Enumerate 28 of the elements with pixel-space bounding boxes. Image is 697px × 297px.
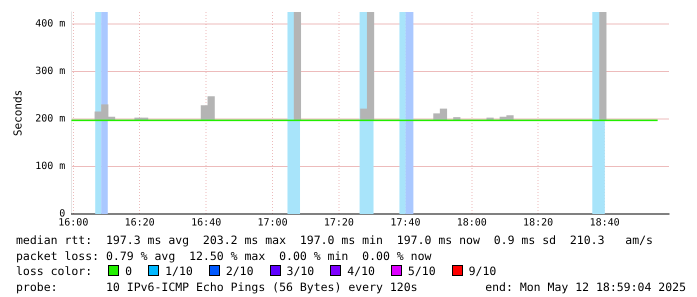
y-tick-label: 100 m: [35, 161, 66, 172]
y-tick-label: 400 m: [35, 18, 66, 30]
text: end: Mon May 12 18:59:04 2025: [485, 280, 686, 295]
y-tick-label: 200 m: [35, 114, 66, 125]
x-tick-label: 18:00: [456, 218, 487, 229]
legend-label: 0: [125, 264, 132, 278]
legend-title: loss color:: [16, 264, 92, 278]
bar: [599, 12, 606, 121]
legend-label: 5/10: [408, 264, 436, 278]
legend-label: 3/10: [286, 264, 314, 278]
x-tick-label: 16:20: [124, 218, 155, 229]
legend-label: 9/10: [468, 264, 496, 278]
y-tick-label: 300 m: [35, 66, 66, 78]
x-tick-label: 17:40: [390, 218, 420, 229]
x-tick-label: 18:40: [590, 218, 620, 229]
text: median rtt: 197.3 ms avg 203.2 ms max 197.0 ms min 197.0 ms now 0.9 ms sd 210.3 am/s: [16, 233, 654, 248]
bar: [294, 12, 302, 121]
text: packet loss: 0.79 % avg 12.50 % max 0.00 % min 0.00 % now: [16, 248, 432, 264]
text: probe: 10 IPv6-ICMP Echo Pings (56 Bytes) every 120s: [16, 280, 418, 295]
legend-label: 2/10: [226, 264, 254, 278]
legend-label: 4/10: [347, 264, 375, 278]
legend-label: 1/10: [165, 264, 193, 278]
x-tick-label: 17:00: [257, 218, 288, 229]
x-tick-label: 16:00: [58, 218, 88, 229]
x-tick-label: 17:20: [324, 218, 354, 229]
x-tick-label: 18:20: [523, 218, 554, 229]
y-axis-title: Seconds: [11, 90, 24, 136]
x-tick-label: 16:40: [191, 218, 222, 229]
